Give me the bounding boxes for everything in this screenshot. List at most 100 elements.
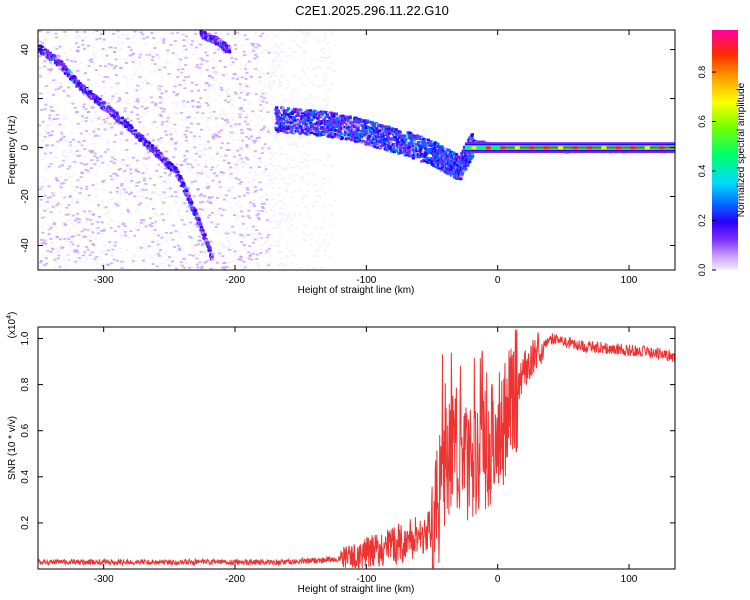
noise-cell (149, 71, 153, 73)
noise-cell (194, 152, 198, 155)
noise-cell (219, 82, 223, 85)
noise-cell (274, 168, 278, 171)
noise-cell (191, 199, 195, 202)
noise-cell (131, 61, 135, 63)
noise-cell (183, 223, 186, 226)
trace-cell (205, 240, 209, 243)
trace-cell (444, 148, 448, 152)
noise-cell (296, 89, 300, 92)
noise-cell (47, 68, 51, 71)
noise-cell (101, 41, 105, 44)
noise-cell (304, 84, 308, 87)
noise-cell (59, 181, 63, 184)
trace-cell (281, 127, 285, 131)
trace-cell (379, 136, 383, 139)
noise-cell (310, 153, 314, 156)
noise-cell (41, 42, 45, 44)
noise-cell (197, 243, 201, 246)
noise-cell (133, 72, 137, 75)
noise-cell (218, 187, 222, 189)
noise-cell (149, 217, 152, 220)
trace-cell (38, 47, 42, 50)
noise-cell (290, 261, 294, 264)
trace-cell (352, 135, 356, 138)
noise-cell (159, 165, 163, 168)
noise-cell (88, 251, 92, 254)
noise-cell (141, 129, 145, 132)
noise-cell (40, 108, 44, 111)
noise-cell (57, 184, 61, 186)
trace-cell (423, 155, 427, 159)
noise-cell (119, 67, 123, 69)
trace-cell (286, 107, 291, 110)
noise-cell (77, 161, 81, 164)
noise-cell (143, 152, 147, 154)
trace-cell (326, 128, 330, 131)
noise-cell (332, 105, 336, 108)
trace-cell (392, 128, 396, 131)
noise-cell (243, 236, 247, 239)
noise-cell (292, 40, 296, 43)
noise-cell (224, 154, 228, 157)
noise-cell (257, 251, 261, 254)
noise-cell (219, 86, 223, 89)
noise-cell (185, 262, 189, 264)
noise-cell (266, 111, 270, 113)
noise-cell (173, 150, 176, 152)
noise-cell (244, 248, 248, 251)
noise-cell (42, 185, 46, 188)
noise-cell (295, 165, 299, 168)
noise-cell (125, 236, 129, 238)
noise-cell (56, 140, 60, 143)
noise-cell (95, 38, 99, 41)
trace-cell (414, 145, 418, 148)
noise-cell (188, 101, 192, 104)
trace-cell (336, 117, 340, 120)
noise-cell (260, 210, 264, 212)
noise-cell (277, 78, 281, 81)
noise-cell (214, 117, 218, 120)
noise-cell (156, 89, 160, 92)
noise-cell (102, 188, 106, 191)
noise-cell (270, 103, 274, 106)
noise-cell (59, 83, 63, 86)
noise-cell (209, 148, 213, 151)
trace-cell (459, 166, 464, 170)
noise-cell (239, 85, 243, 88)
trace-cell (408, 133, 412, 137)
noise-cell (125, 187, 129, 190)
noise-cell (159, 140, 163, 143)
trace-cell (454, 154, 458, 158)
noise-cell (278, 212, 282, 215)
noise-cell (47, 185, 51, 188)
noise-cell (106, 148, 110, 151)
noise-cell (73, 160, 77, 163)
trace-cell (170, 162, 174, 166)
noise-cell (305, 234, 309, 237)
noise-cell (184, 83, 188, 86)
noise-cell (127, 102, 131, 105)
noise-cell (211, 179, 215, 182)
noise-cell (285, 167, 289, 169)
noise-cell (100, 96, 104, 99)
noise-cell (136, 84, 140, 87)
noise-cell (165, 239, 169, 242)
noise-cell (267, 128, 270, 131)
noise-cell (168, 237, 172, 239)
noise-cell (200, 169, 204, 172)
noise-cell (237, 158, 241, 160)
noise-cell (84, 260, 88, 263)
noise-cell (39, 268, 43, 270)
trace-cell (289, 121, 293, 124)
noise-cell (170, 195, 174, 198)
noise-cell (227, 188, 231, 191)
noise-cell (160, 238, 163, 241)
trace-cell (403, 150, 407, 154)
noise-cell (126, 157, 130, 160)
noise-cell (49, 194, 53, 197)
noise-cell (82, 139, 86, 142)
noise-cell (38, 67, 41, 69)
noise-cell (200, 172, 204, 175)
noise-cell (172, 224, 176, 227)
noise-cell (333, 200, 337, 202)
